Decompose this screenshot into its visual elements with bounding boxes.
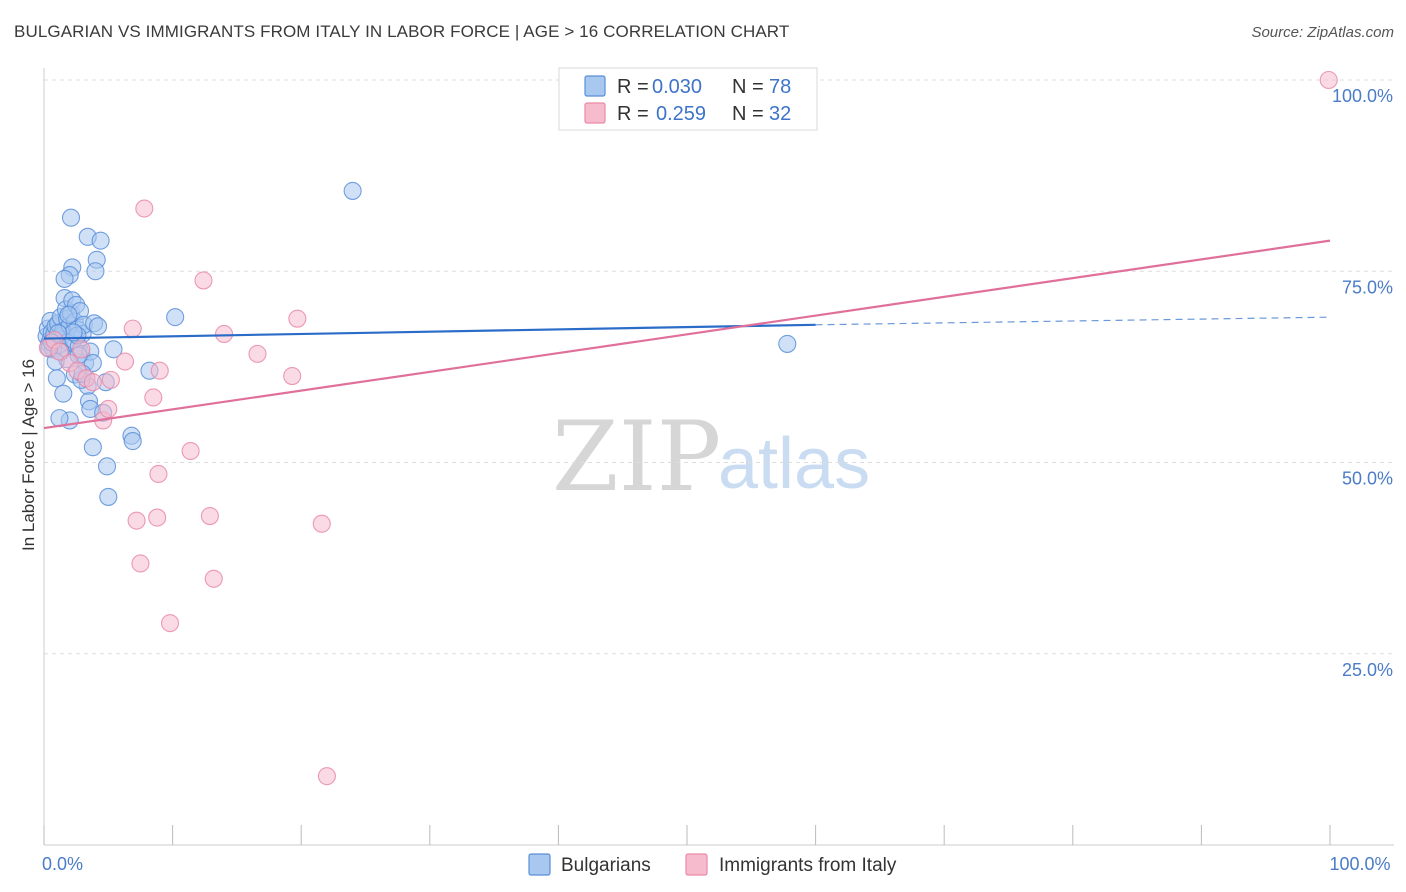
bulgarian-point — [55, 269, 74, 288]
bulgarian-point — [123, 432, 142, 451]
bulgarians-trend-extension — [815, 316, 1331, 326]
legend-n-value-italy: 32 — [769, 103, 791, 125]
chart-title: BULGARIAN VS IMMIGRANTS FROM ITALY IN LA… — [14, 22, 790, 41]
bulgarian-point — [88, 317, 108, 336]
italy-trend-line — [43, 239, 1331, 430]
trend-lines — [43, 239, 1331, 430]
bulgarian-point — [91, 231, 110, 250]
y-tick-label: 75.0% — [1342, 277, 1393, 297]
italy-point — [148, 508, 167, 527]
legend-r-value-bulgarians: 0.030 — [652, 76, 702, 98]
italy-point — [312, 514, 331, 533]
italy-point — [248, 344, 267, 363]
italy-point — [50, 342, 69, 361]
italy-point — [72, 340, 91, 359]
italy-point — [317, 767, 336, 786]
italy-point — [144, 388, 163, 407]
legend-n-label-italy: N = — [732, 103, 764, 125]
x-tick-label: 0.0% — [42, 854, 83, 874]
bulgarian-point — [778, 334, 797, 353]
italy-point — [131, 554, 150, 573]
bottom-legend-swatch-italy — [685, 853, 708, 876]
bottom-legend-label-italy: Immigrants from Italy — [719, 855, 897, 876]
bulgarian-point — [104, 340, 123, 359]
bulgarian-point — [61, 208, 81, 227]
italy-point — [83, 373, 102, 392]
legend-r-value-italy: 0.259 — [656, 103, 706, 125]
legend-n-label-bulgarians: N = — [732, 76, 764, 98]
italy-point — [1319, 70, 1338, 90]
bulgarian-point — [59, 305, 78, 324]
italy-point — [283, 367, 302, 386]
bottom-legend-swatch-bulgarians — [528, 853, 551, 876]
tick-labels: 25.0% 50.0% 75.0% 100.0% 0.0% 100.0% — [42, 86, 1393, 874]
bulgarian-point — [54, 384, 73, 403]
bottom-legend-label-bulgarians: Bulgarians — [561, 855, 651, 876]
grid — [44, 79, 1394, 655]
italy-points — [38, 70, 1338, 786]
bulgarian-point — [47, 369, 66, 388]
watermark-atlas: atlas — [718, 424, 870, 504]
italy-point — [149, 464, 168, 484]
legend-r-label-bulgarians: R = — [617, 76, 649, 98]
bulgarians-trend-line — [43, 323, 816, 340]
italy-point — [160, 614, 180, 633]
italy-point — [127, 511, 146, 530]
italy-point — [288, 309, 307, 328]
italy-point — [99, 399, 118, 419]
source-credit: Source: ZipAtlas.com — [1251, 24, 1394, 41]
axes — [43, 68, 1394, 846]
italy-point — [135, 199, 154, 218]
bulgarian-point — [83, 438, 102, 457]
bulgarian-point — [99, 487, 118, 506]
y-tick-label: 100.0% — [1332, 86, 1393, 106]
bulgarian-point — [86, 262, 105, 281]
italy-point — [123, 319, 142, 338]
italy-point — [204, 569, 223, 588]
y-axis-label: In Labor Force | Age > 16 — [19, 359, 38, 551]
y-tick-label: 50.0% — [1342, 469, 1393, 489]
stats-legend: R = 0.030 N = 78 R = 0.259 N = 32 — [558, 67, 818, 131]
legend-n-value-bulgarians: 78 — [769, 76, 791, 98]
italy-point — [101, 370, 120, 389]
y-tick-label: 25.0% — [1342, 660, 1393, 680]
italy-point — [194, 271, 213, 290]
legend-swatch-italy — [584, 102, 606, 124]
bulgarian-point — [97, 457, 117, 476]
bulgarian-point — [343, 181, 362, 200]
legend-swatch-bulgarians — [584, 75, 606, 97]
italy-point — [200, 506, 219, 526]
italy-point — [181, 441, 200, 461]
series-legend: Bulgarians Immigrants from Italy — [528, 853, 897, 876]
italy-point — [115, 352, 135, 371]
x-tick-label: 100.0% — [1329, 854, 1390, 874]
watermark-zip: ZIP — [552, 401, 721, 513]
italy-point — [214, 324, 234, 344]
italy-point — [150, 361, 169, 380]
bulgarian-point — [166, 308, 185, 327]
legend-r-label-italy: R = — [617, 103, 649, 125]
